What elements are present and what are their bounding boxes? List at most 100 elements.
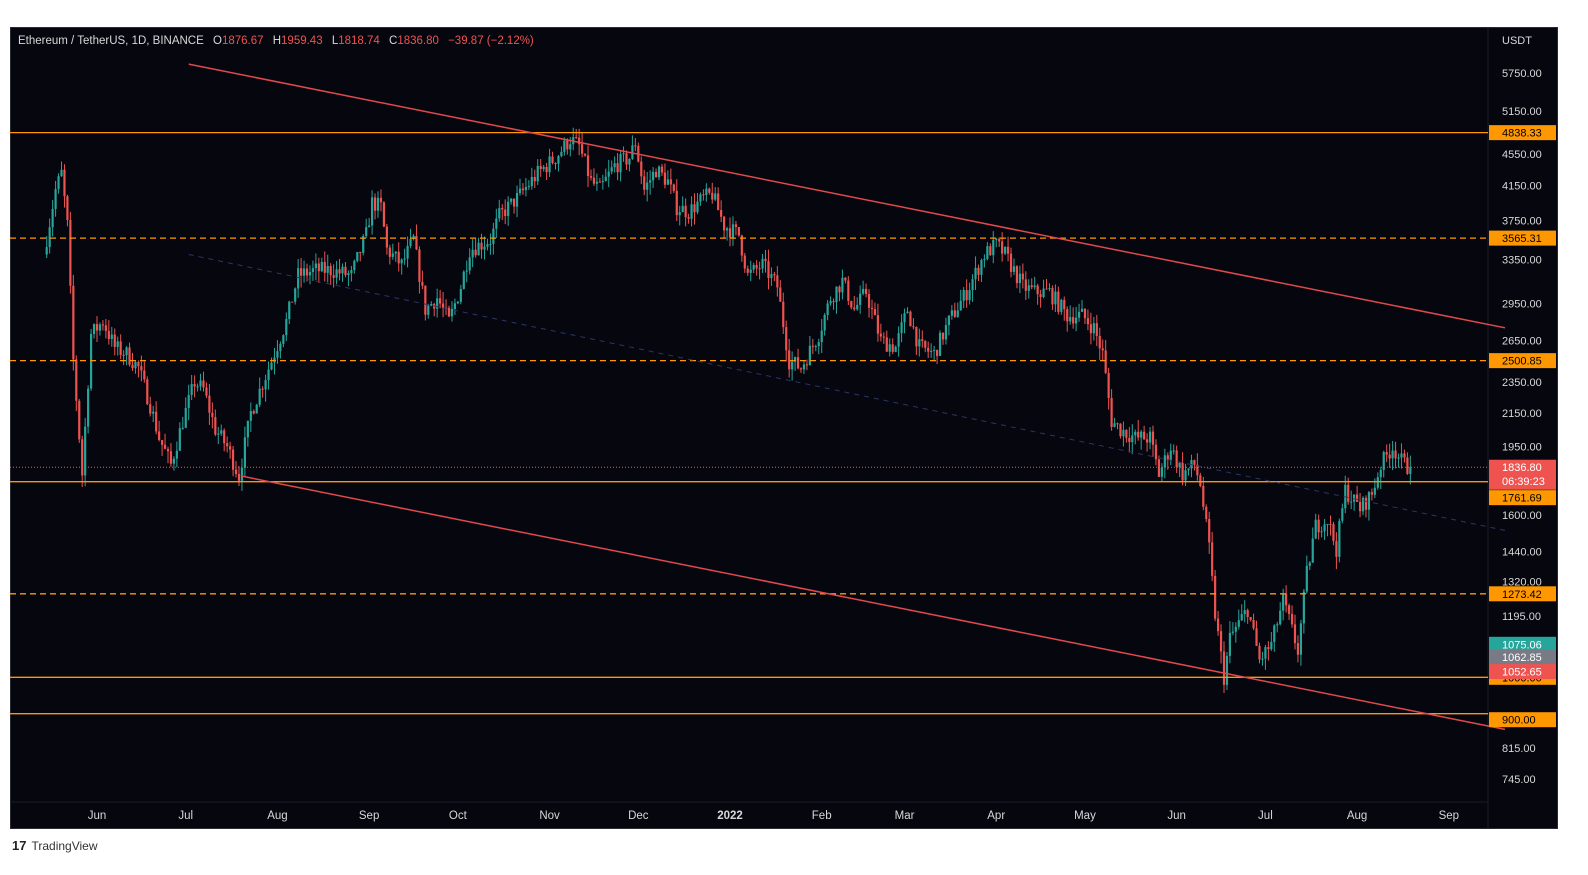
tradingview-footer[interactable]: 17 TradingView xyxy=(12,838,98,853)
candle-body xyxy=(583,153,587,156)
candle-body xyxy=(376,197,380,211)
candle-body xyxy=(397,251,400,264)
candle-body xyxy=(725,228,729,231)
candle-body xyxy=(1057,291,1060,312)
candle-body xyxy=(933,350,936,352)
x-tick-label: Aug xyxy=(267,810,287,822)
candle-body xyxy=(510,198,513,202)
candle-body xyxy=(699,194,702,202)
candle-body xyxy=(78,400,81,440)
candle-body xyxy=(882,336,885,338)
level-tag-2500.85: 2500.85 xyxy=(1502,356,1542,368)
x-tick-label: Feb xyxy=(812,810,832,822)
y-tick-label: 4550.00 xyxy=(1502,149,1542,161)
candle-body xyxy=(1273,625,1276,642)
candle-body xyxy=(477,242,480,256)
candle-body xyxy=(1320,531,1323,533)
candle-body xyxy=(867,294,871,308)
candle-body xyxy=(107,330,110,340)
candle-body xyxy=(196,386,199,388)
candle-body xyxy=(536,165,539,182)
candle-body xyxy=(294,288,297,302)
candle-body xyxy=(799,368,803,370)
candle-body xyxy=(974,267,977,280)
candle-body xyxy=(864,288,868,295)
candle-body xyxy=(1172,450,1175,452)
price-chart[interactable]: USDT 5750.00 5150.00 4550.00 4150.00 3750.00 3… xyxy=(10,27,1558,829)
candle-body xyxy=(415,235,418,250)
candle-body xyxy=(1154,444,1158,460)
candle-body xyxy=(1048,288,1051,290)
x-tick-label: Sep xyxy=(359,810,379,822)
candle-body xyxy=(956,310,959,317)
candle-body xyxy=(1255,628,1258,646)
x-tick-label: Jul xyxy=(1258,810,1273,822)
candle-body xyxy=(1385,452,1388,455)
candle-body xyxy=(835,286,838,303)
candle-body xyxy=(92,324,96,335)
candle-body xyxy=(856,304,859,310)
candle-body xyxy=(554,162,557,164)
candle-body xyxy=(1282,593,1285,611)
candle-body xyxy=(542,166,545,170)
candle-body xyxy=(1211,542,1214,576)
candle-body xyxy=(575,137,578,139)
candle-body xyxy=(1299,623,1303,655)
candle-body xyxy=(622,153,625,155)
candle-body xyxy=(57,176,60,190)
candle-body xyxy=(320,261,323,272)
candle-body xyxy=(424,285,427,315)
level-tag-2500.85-bg xyxy=(1489,353,1556,369)
candle-body xyxy=(853,307,856,310)
candle-body xyxy=(918,339,921,347)
candle-body xyxy=(279,343,282,352)
candle-body xyxy=(731,224,735,238)
candle-body xyxy=(796,357,800,369)
price-tag-1836.80-bg xyxy=(1489,459,1556,490)
candle-body xyxy=(1367,492,1371,510)
candle-body xyxy=(900,322,903,334)
candle-body xyxy=(468,257,471,271)
candle-body xyxy=(941,332,945,340)
candle-body xyxy=(1350,501,1353,503)
level-tag-1761.69: 1761.69 xyxy=(1502,493,1542,505)
trendline-upper-channel[interactable] xyxy=(188,63,1506,329)
candle-body xyxy=(104,325,107,331)
candle-body xyxy=(140,366,143,371)
candle-body xyxy=(1160,467,1163,477)
trendline-lower-channel[interactable] xyxy=(241,475,1506,731)
candle-body xyxy=(1222,651,1226,685)
candle-body xyxy=(720,210,723,217)
candle-body xyxy=(1293,624,1297,644)
candle-body xyxy=(282,335,285,344)
candle-body xyxy=(1137,431,1140,438)
candle-body xyxy=(202,380,205,388)
candle-body xyxy=(1184,470,1187,481)
y-tick-label: 3350.00 xyxy=(1502,255,1542,267)
candle-body xyxy=(305,268,309,276)
candle-body xyxy=(1379,469,1382,478)
candle-body xyxy=(226,443,229,447)
x-tick-label: Dec xyxy=(628,810,649,822)
candle-body xyxy=(1193,460,1196,465)
candle-body xyxy=(669,179,672,185)
candle-body xyxy=(217,433,220,435)
candle-body xyxy=(705,188,708,195)
candle-body xyxy=(1181,462,1184,481)
candle-body xyxy=(619,154,622,173)
candle-body xyxy=(1045,288,1048,290)
candle-body xyxy=(332,275,335,278)
candle-body xyxy=(400,259,403,264)
y-tick-label: 1440.00 xyxy=(1502,546,1542,558)
candle-body xyxy=(672,184,675,191)
candle-body xyxy=(270,362,273,370)
candle-body xyxy=(317,263,320,272)
candle-body xyxy=(814,346,817,348)
candle-body xyxy=(743,255,746,269)
trendline-mid-channel[interactable] xyxy=(188,254,1506,531)
candle-body xyxy=(1270,641,1273,650)
y-tick-label: 1950.00 xyxy=(1502,442,1542,454)
candle-body xyxy=(285,319,288,336)
candle-body xyxy=(675,190,678,216)
candle-body xyxy=(820,330,823,343)
